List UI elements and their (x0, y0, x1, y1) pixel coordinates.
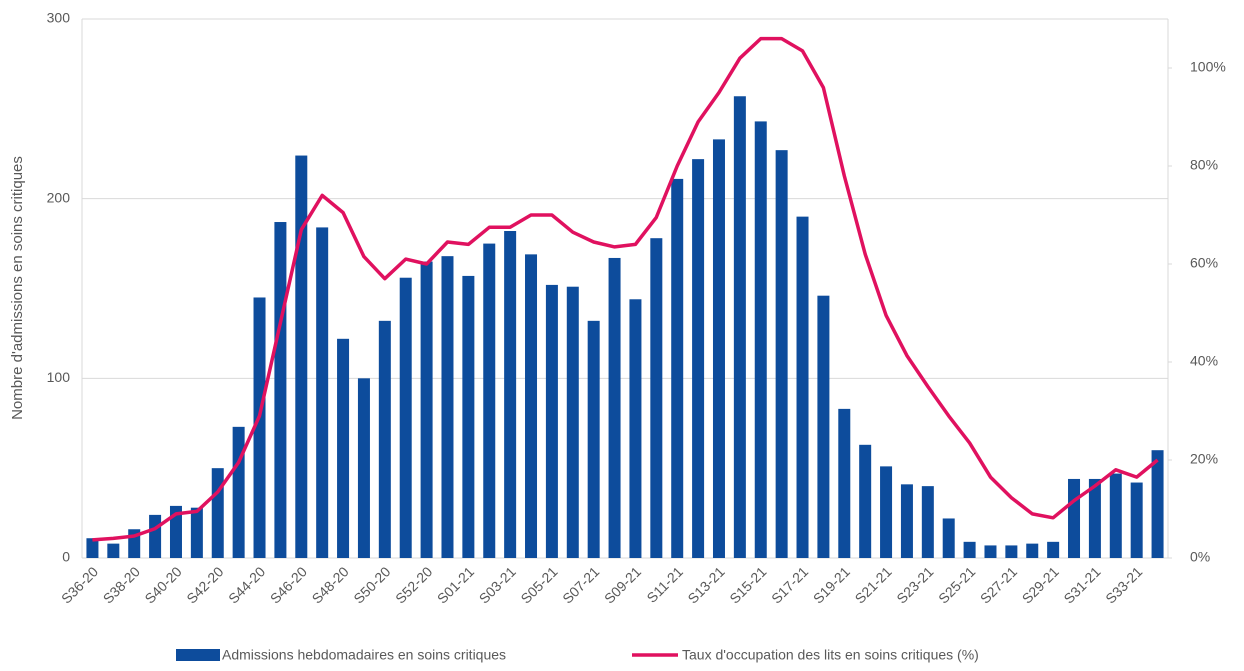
x-tick-label: S13-21 (684, 563, 727, 606)
x-tick-label: S07-21 (559, 563, 602, 606)
bar (483, 243, 496, 559)
bar (900, 484, 913, 558)
bar (942, 518, 955, 558)
x-tick-label: S17-21 (768, 563, 811, 606)
y-tick-label: 300 (47, 10, 71, 26)
bar (357, 378, 370, 558)
bar (608, 257, 621, 558)
legend-swatch (176, 649, 220, 661)
bar (671, 178, 684, 559)
bar (880, 466, 893, 558)
bar (107, 543, 120, 558)
y-tick-label: 100 (47, 369, 71, 385)
line (92, 36, 1159, 542)
bar (796, 216, 809, 558)
y-tick-label: 200 (47, 189, 71, 205)
legend-label: Admissions hebdomadaires en soins critiq… (222, 647, 506, 663)
bar (859, 444, 872, 558)
bar (86, 538, 99, 558)
y2-tick-label: 0% (1190, 549, 1210, 565)
bar (253, 297, 266, 558)
x-tick-label: S42-20 (183, 563, 226, 606)
legend-label: Taux d'occupation des lits en soins crit… (682, 647, 979, 663)
x-tick-label: S46-20 (267, 563, 310, 606)
bar (775, 150, 788, 558)
x-tick-label: S33-21 (1102, 563, 1145, 606)
x-tick-label: S21-21 (852, 563, 895, 606)
x-tick-label: S09-21 (601, 563, 644, 606)
y2-tick-label: 80% (1190, 157, 1218, 173)
y-axis-label: Nombre d'admissions en soins critiques (9, 156, 26, 420)
bar (1005, 545, 1018, 558)
x-tick-label: S25-21 (935, 563, 978, 606)
bar (629, 299, 642, 558)
bar (420, 261, 433, 558)
bar (211, 468, 224, 558)
y2-tick-label: 100% (1190, 59, 1226, 75)
bar (1026, 543, 1039, 558)
y2-tick-label: 60% (1190, 255, 1218, 271)
bar (817, 295, 830, 558)
x-tick-label: S03-21 (476, 563, 519, 606)
bar (316, 227, 329, 558)
bar (399, 277, 412, 558)
x-tick-label: S29-21 (1019, 563, 1062, 606)
x-tick-label: S01-21 (434, 563, 477, 606)
bar (378, 320, 391, 558)
bar (274, 222, 287, 559)
bar (169, 505, 182, 558)
bar (337, 338, 350, 558)
x-tick-label: S11-21 (643, 563, 686, 606)
bar (984, 545, 997, 558)
bar (712, 139, 725, 559)
bar (1109, 473, 1122, 558)
bar (1068, 478, 1081, 558)
bar (733, 96, 746, 559)
x-tick-label: S27-21 (977, 563, 1020, 606)
x-tick-label: S19-21 (810, 563, 853, 606)
bar (149, 514, 162, 558)
x-tick-label: S15-21 (726, 563, 769, 606)
x-tick-label: S23-21 (893, 563, 936, 606)
x-tick-label: S44-20 (225, 563, 268, 606)
bar (295, 155, 308, 558)
bar (441, 256, 454, 558)
bar (1130, 482, 1143, 558)
bar (525, 254, 538, 558)
bar (587, 320, 600, 558)
x-tick-label: S38-20 (100, 563, 143, 606)
bar (650, 238, 663, 558)
y2-tick-label: 20% (1190, 451, 1218, 467)
bar (566, 286, 579, 558)
bar (921, 486, 934, 558)
bar (754, 121, 767, 558)
bar (838, 408, 851, 558)
bar (462, 275, 475, 558)
x-tick-label: S50-20 (350, 563, 393, 606)
bar (963, 541, 976, 558)
bar (190, 507, 203, 558)
x-tick-label: S52-20 (392, 563, 435, 606)
bar (545, 284, 558, 558)
x-tick-label: S40-20 (141, 563, 184, 606)
bar (1151, 450, 1164, 558)
y-tick-label: 0 (62, 549, 70, 565)
bar (504, 231, 517, 559)
bar (1047, 541, 1060, 558)
bar (1088, 478, 1101, 558)
x-tick-label: S31-21 (1060, 563, 1103, 606)
bar (232, 426, 245, 558)
y2-tick-label: 40% (1190, 353, 1218, 369)
x-tick-label: S36-20 (58, 563, 101, 606)
x-tick-label: S48-20 (309, 563, 352, 606)
bar (692, 159, 705, 558)
x-tick-label: S05-21 (517, 563, 560, 606)
